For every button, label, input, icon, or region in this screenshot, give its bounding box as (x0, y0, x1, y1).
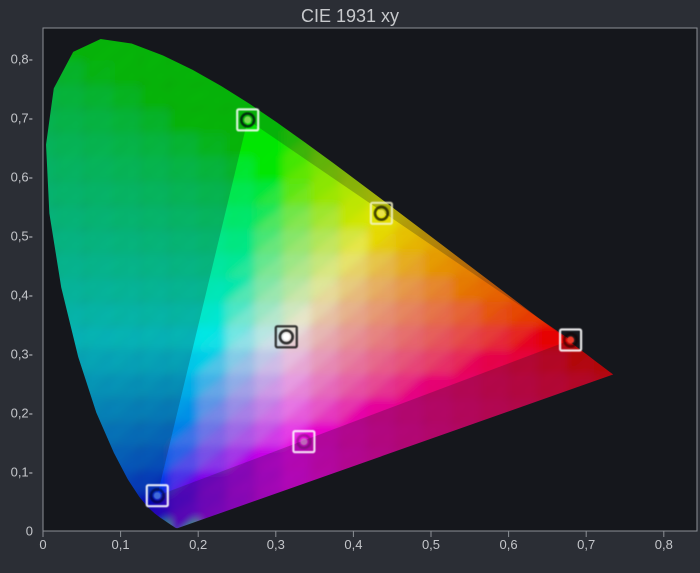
svg-text:0,7: 0,7 (577, 537, 595, 552)
svg-text:0,7-: 0,7- (11, 111, 33, 126)
svg-text:0,5-: 0,5- (11, 229, 33, 244)
svg-text:0,8-: 0,8- (11, 52, 33, 67)
svg-text:0: 0 (39, 537, 46, 552)
svg-text:0,8: 0,8 (655, 537, 673, 552)
svg-text:0,3: 0,3 (267, 537, 285, 552)
svg-text:0,4: 0,4 (344, 537, 362, 552)
svg-text:0,3-: 0,3- (11, 347, 33, 362)
svg-text:0,5: 0,5 (422, 537, 440, 552)
svg-text:0,6-: 0,6- (11, 170, 33, 185)
svg-text:0,2-: 0,2- (11, 406, 33, 421)
svg-text:0,1-: 0,1- (11, 465, 33, 480)
svg-text:0,6: 0,6 (500, 537, 518, 552)
svg-text:0: 0 (26, 524, 33, 539)
svg-text:0,2: 0,2 (189, 537, 207, 552)
svg-text:0,4-: 0,4- (11, 288, 33, 303)
svg-text:0,1: 0,1 (112, 537, 130, 552)
